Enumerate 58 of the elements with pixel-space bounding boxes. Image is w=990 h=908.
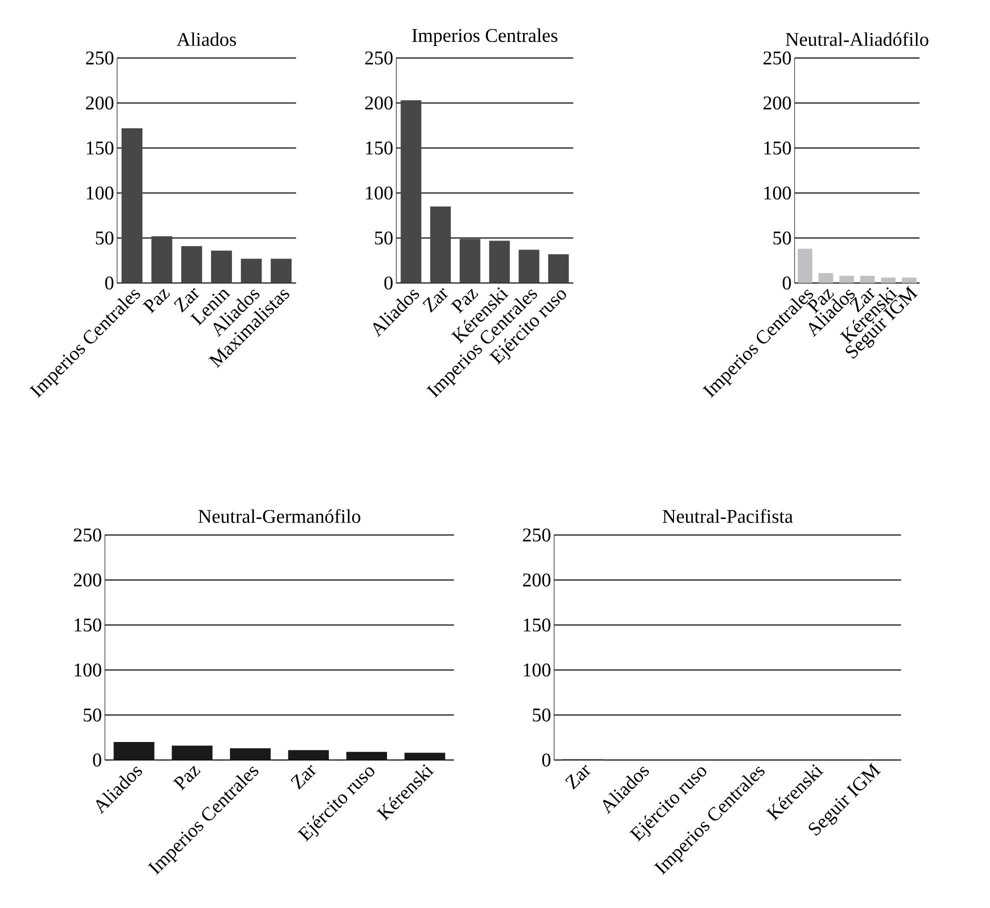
chart-title: Neutral-Pacifista xyxy=(662,509,793,523)
x-tick-label: Zar xyxy=(422,288,448,313)
bar xyxy=(798,248,812,283)
y-tick-label: 0 xyxy=(542,753,550,767)
bar xyxy=(860,276,875,283)
y-tick-label: 0 xyxy=(93,753,102,767)
y-tick-label: 100 xyxy=(524,663,550,677)
y-tick-label: 150 xyxy=(764,141,791,155)
y-tick-label: 150 xyxy=(74,618,102,632)
bar xyxy=(400,100,422,283)
y-tick-label: 250 xyxy=(365,51,393,65)
chart-title: Imperios Centrales xyxy=(412,28,558,46)
y-tick-label: 200 xyxy=(74,573,102,587)
y-tick-label: 250 xyxy=(764,51,791,65)
chart-title: Neutral-Aliadófilo xyxy=(786,32,928,46)
bar xyxy=(818,273,834,283)
x-tick-label: Paz xyxy=(142,288,170,314)
chart-title: Aliados xyxy=(176,32,236,46)
x-tick-label: Zar xyxy=(290,764,316,790)
bar xyxy=(881,278,896,283)
bar xyxy=(518,250,540,283)
y-tick-label: 50 xyxy=(84,708,102,722)
bar xyxy=(181,246,202,283)
y-tick-label: 150 xyxy=(86,141,114,155)
y-tick-label: 250 xyxy=(74,528,102,542)
y-tick-label: 50 xyxy=(375,231,393,245)
y-tick-label: 50 xyxy=(532,708,550,722)
y-tick-label: 200 xyxy=(523,573,550,587)
bar xyxy=(902,278,916,283)
y-tick-label: 0 xyxy=(105,276,114,290)
y-tick-label: 150 xyxy=(524,618,550,632)
y-tick-label: 200 xyxy=(764,96,791,110)
y-tick-label: 250 xyxy=(523,528,550,542)
bar xyxy=(430,206,451,283)
bar xyxy=(460,238,480,283)
bar xyxy=(151,236,172,283)
chart-title: Neutral-Germanófilo xyxy=(198,509,360,523)
bar xyxy=(240,258,262,283)
y-tick-label: 0 xyxy=(384,276,393,290)
y-tick-label: 150 xyxy=(366,141,393,155)
y-tick-label: 50 xyxy=(96,231,114,245)
x-tick-label: Zar xyxy=(565,764,591,790)
y-tick-label: 100 xyxy=(86,186,114,200)
bar xyxy=(122,128,142,283)
y-tick-label: 200 xyxy=(86,96,114,110)
y-tick-label: 50 xyxy=(773,231,791,245)
bar xyxy=(548,254,569,283)
y-tick-label: 200 xyxy=(365,96,393,110)
x-tick-label: Paz xyxy=(172,766,201,790)
y-tick-label: 0 xyxy=(782,276,791,290)
bar xyxy=(270,258,292,283)
y-tick-label: 100 xyxy=(74,663,102,677)
bar xyxy=(211,250,232,283)
y-tick-label: 100 xyxy=(366,186,393,200)
y-tick-label: 250 xyxy=(86,51,114,65)
y-tick-label: 100 xyxy=(764,186,791,200)
bar xyxy=(489,240,510,283)
bar xyxy=(839,276,854,283)
